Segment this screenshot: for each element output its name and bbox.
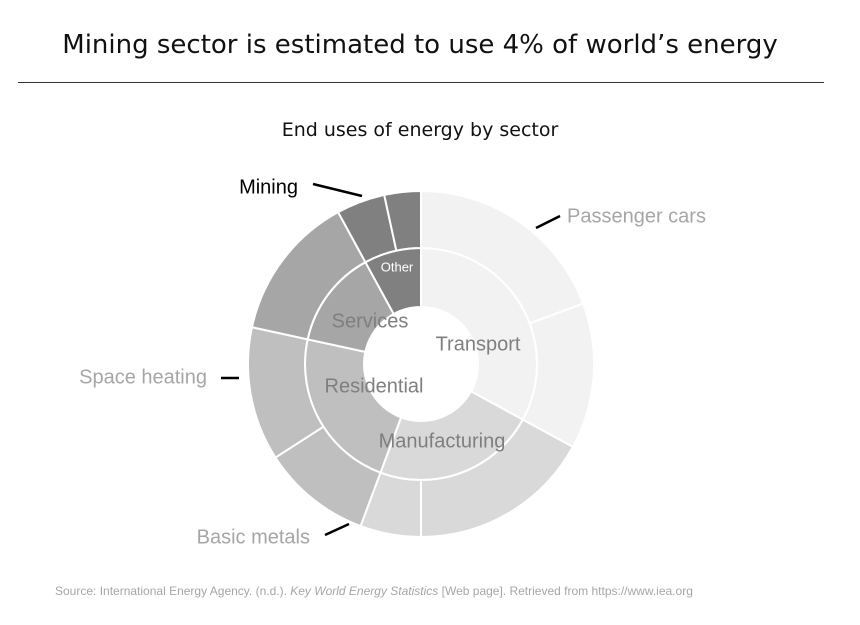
inner-label-other: Other: [381, 259, 414, 274]
outer-slice-other-8: [383, 189, 422, 252]
source-suffix: [Web page]. Retrieved from https://www.i…: [438, 584, 693, 598]
callout-line-mining: [312, 182, 363, 198]
source-title: Key World Energy Statistics: [290, 584, 439, 598]
callout-line-basic-metals: [324, 522, 350, 537]
callout-label-mining: Mining: [239, 176, 298, 198]
outer-ring: [247, 189, 595, 539]
title-divider: [18, 82, 824, 83]
inner-label-residential: Residential: [325, 375, 424, 397]
inner-label-services: Services: [332, 310, 409, 332]
inner-label-manufacturing: Manufacturing: [379, 430, 506, 452]
source-citation: Source: International Energy Agency. (n.…: [55, 584, 693, 598]
callout-label-basic-metals: Basic metals: [197, 526, 310, 548]
inner-label-transport: Transport: [436, 333, 521, 355]
nested-donut-chart: Transport Manufacturing Residential Service…: [79, 176, 706, 548]
callout-line-passenger-cars: [535, 214, 561, 230]
callout-label-space-heating: Space heating: [79, 366, 207, 388]
inner-ring-labels: Transport Manufacturing Residential Service…: [325, 259, 521, 452]
outer-ring-callouts: Passenger cars Basic metals Space heating M…: [79, 176, 706, 548]
page-title: Mining sector is estimated to use 4% of …: [62, 30, 778, 60]
callout-label-passenger-cars: Passenger cars: [567, 205, 706, 227]
chart-title: End uses of energy by sector: [281, 119, 559, 141]
source-prefix: Source: International Energy Agency. (n.…: [55, 584, 291, 598]
